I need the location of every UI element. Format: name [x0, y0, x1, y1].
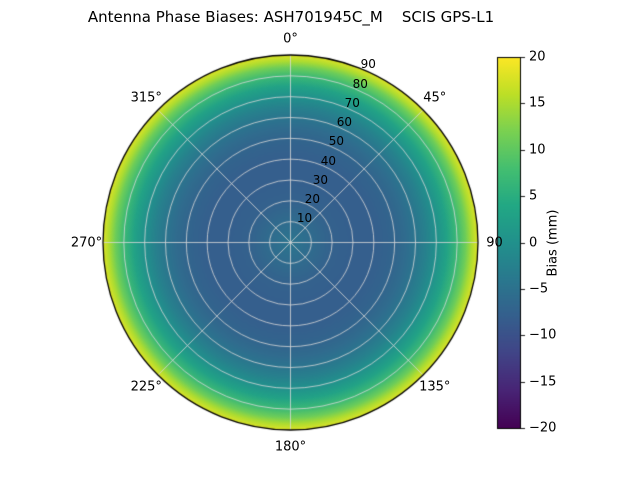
chart-title: Antenna Phase Biases: ASH701945C_M SCIS … [87, 8, 495, 26]
colorbar-axis-label: Bias (mm) [545, 209, 561, 277]
